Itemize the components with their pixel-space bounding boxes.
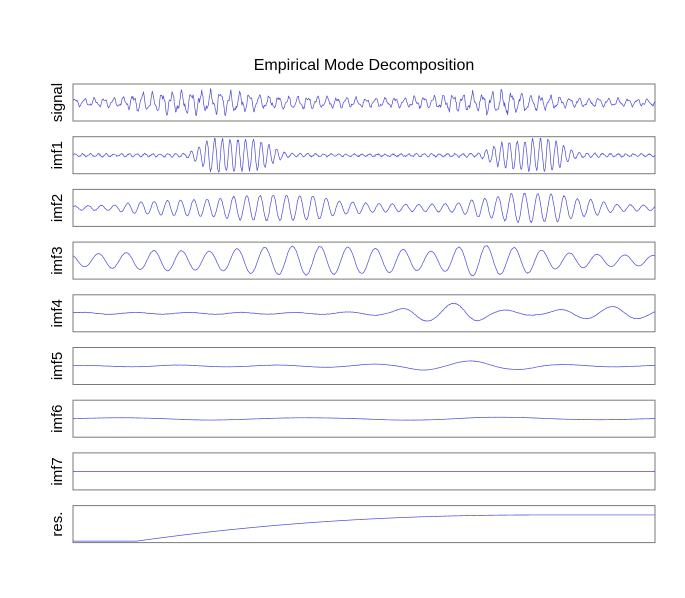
series-line-imf3: [72, 245, 656, 277]
series-line-signal: [72, 88, 656, 117]
panel-frame-signal: [72, 83, 656, 122]
panel-label-imf3: imf3: [49, 246, 66, 274]
series-line-res: [73, 514, 655, 542]
panel-label-res: res.: [49, 512, 66, 537]
series-line-imf5: [72, 360, 656, 371]
panel-group: signal imf1 imf2 imf3 imf4 imf5 imf6 imf7 res.: [49, 83, 656, 544]
panel-label-imf5: imf5: [49, 352, 66, 380]
series-line-imf6: [72, 416, 656, 421]
panel-frame-res: [72, 505, 656, 544]
series-line-imf4: [72, 302, 656, 322]
panel-label-imf6: imf6: [49, 405, 66, 433]
panel-label-imf1: imf1: [49, 141, 66, 169]
panel-frame-imf2: [72, 188, 656, 227]
panel-label-signal: signal: [49, 83, 66, 122]
panel-frame-imf5: [72, 347, 656, 385]
series-line-imf2: [72, 192, 656, 224]
panel-label-imf2: imf2: [49, 194, 66, 222]
panel-frame-imf3: [72, 241, 656, 280]
chart-title: Empirical Mode Decomposition: [254, 57, 475, 74]
panel-frame-imf4: [72, 294, 656, 333]
series-line-imf1: [72, 137, 656, 173]
panel-label-imf4: imf4: [49, 299, 66, 327]
panel-label-imf7: imf7: [49, 457, 66, 485]
